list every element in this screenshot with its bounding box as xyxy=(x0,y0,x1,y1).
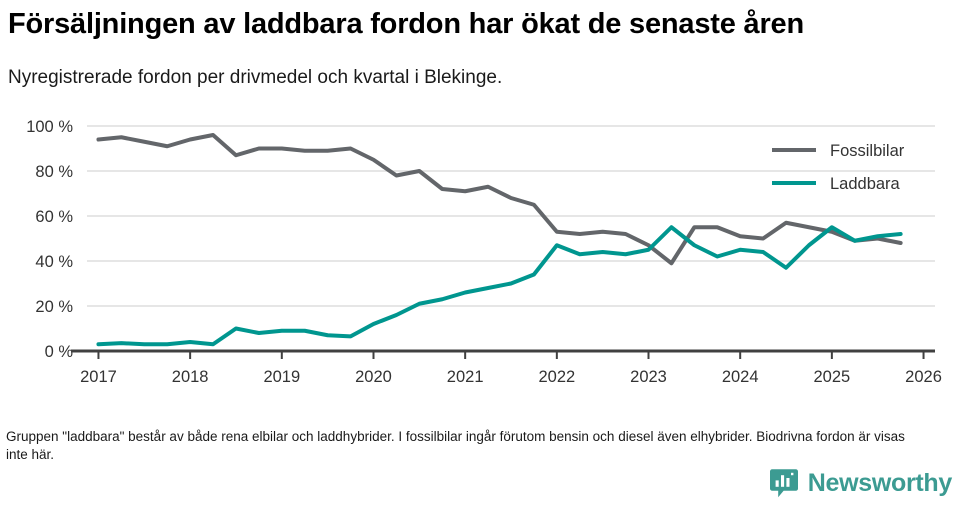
x-axis-tick-label: 2024 xyxy=(722,368,759,386)
x-axis-tick-label: 2020 xyxy=(355,368,392,386)
chart-legend: Fossilbilar Laddbara xyxy=(772,142,905,193)
y-axis-tick-label: 100 % xyxy=(26,118,73,136)
y-axis-tick-labels: 0 % 20 % 40 % 60 % 80 % 100 % xyxy=(26,118,73,361)
gridlines xyxy=(87,125,935,307)
y-axis-tick-label: 60 % xyxy=(35,208,73,226)
y-axis-tick-label: 40 % xyxy=(35,253,73,271)
x-axis-tick-label: 2022 xyxy=(538,368,575,386)
page-subtitle: Nyregistrerade fordon per drivmedel och … xyxy=(8,67,503,88)
legend-label: Fossilbilar xyxy=(830,142,905,160)
newsworthy-speech-bubble-icon xyxy=(769,469,798,498)
series-line-fossilbilar xyxy=(96,133,903,266)
x-axis-tick-label: 2017 xyxy=(80,368,117,386)
y-axis-tick-label: 80 % xyxy=(35,163,73,181)
x-axis-tick-labels: 2017 2018 2019 2020 2021 2022 2023 2024 2025 2026 xyxy=(80,368,942,386)
legend-label: Laddbara xyxy=(830,175,901,193)
x-axis-ticks xyxy=(97,351,925,359)
y-axis-tick-label: 20 % xyxy=(35,298,73,316)
x-axis-tick-label: 2023 xyxy=(630,368,667,386)
brand-name: Newsworthy xyxy=(807,469,953,497)
page-title: Försäljningen av laddbara fordon har öka… xyxy=(8,8,804,40)
chart-footnote: Gruppen "laddbara" består av både rena e… xyxy=(6,429,905,462)
line-chart: 0 % 20 % 40 % 60 % 80 % 100 % 2017 2018 2019 202… xyxy=(0,110,960,400)
y-axis-tick-label: 0 % xyxy=(45,343,74,361)
x-axis-tick-label: 2021 xyxy=(447,368,484,386)
x-axis-tick-label: 2026 xyxy=(905,368,942,386)
series-line-laddbara xyxy=(96,225,903,347)
x-axis-tick-label: 2018 xyxy=(172,368,209,386)
x-axis-tick-label: 2025 xyxy=(814,368,851,386)
x-axis-tick-label: 2019 xyxy=(263,368,300,386)
series-lines xyxy=(96,133,903,347)
chart-svg: 0 % 20 % 40 % 60 % 80 % 100 % 2017 2018 2019 202… xyxy=(26,118,942,386)
brand-logo: Newsworthy xyxy=(769,466,952,500)
